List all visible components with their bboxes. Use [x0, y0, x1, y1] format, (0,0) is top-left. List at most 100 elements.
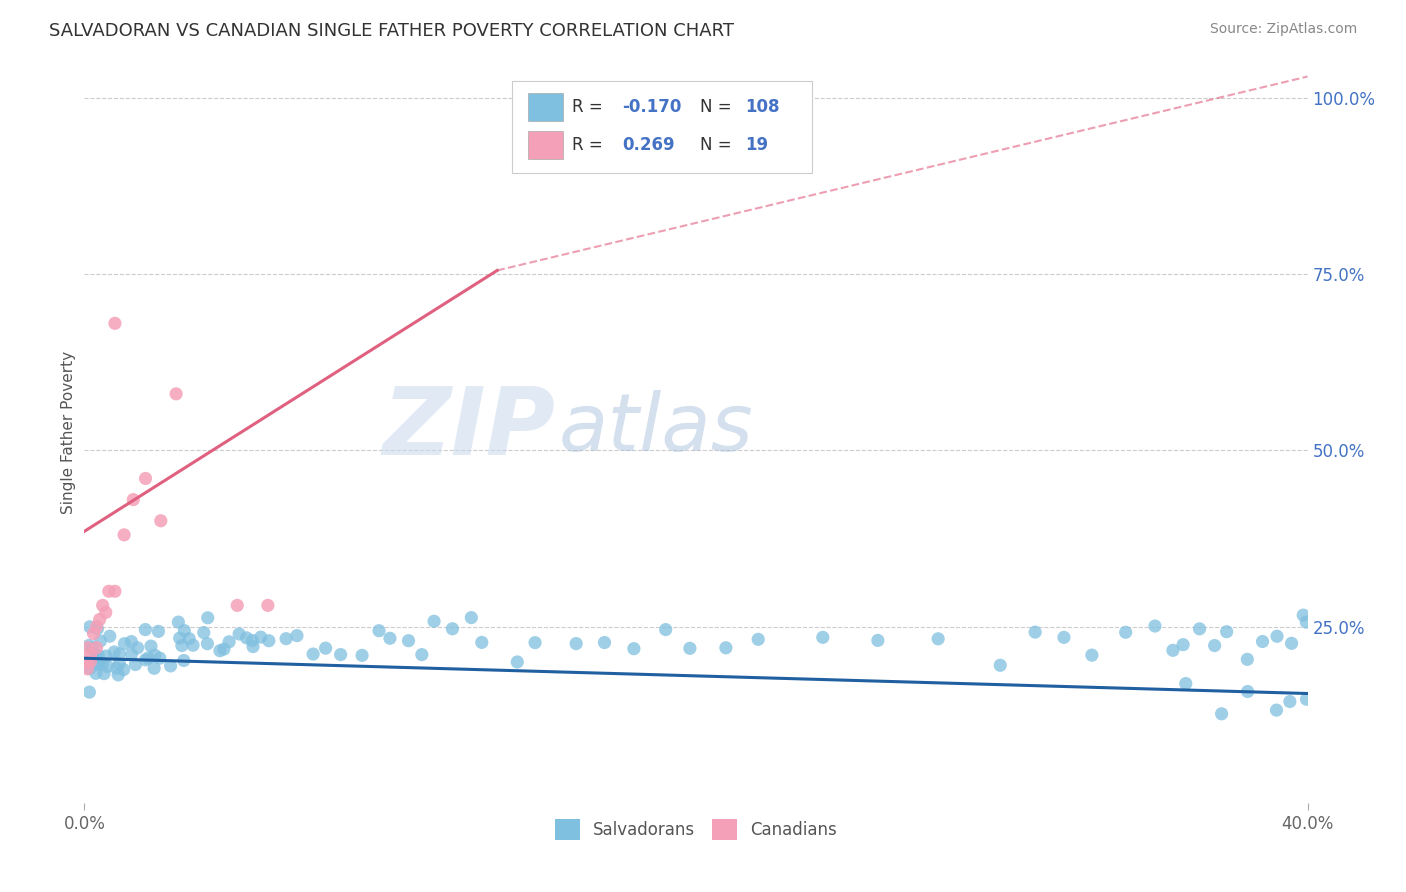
Point — [86, 640, 108, 655]
Point — [398, 633, 420, 648]
Point — [91, 657, 114, 671]
Point — [1236, 652, 1258, 666]
Point — [208, 643, 231, 657]
Point — [139, 639, 162, 653]
Point — [193, 625, 215, 640]
Point — [94, 648, 117, 663]
Point — [79, 620, 101, 634]
Point — [988, 658, 1011, 673]
Point — [1171, 638, 1194, 652]
Point — [654, 623, 676, 637]
Point — [87, 648, 110, 663]
Text: 108: 108 — [745, 98, 779, 116]
Point — [378, 632, 401, 646]
Point — [228, 627, 250, 641]
Point — [84, 648, 107, 662]
Point — [593, 635, 616, 649]
Point — [79, 648, 101, 662]
Point — [257, 633, 280, 648]
Point — [108, 657, 131, 671]
Point — [86, 619, 108, 633]
Point — [76, 640, 98, 655]
Point — [1251, 634, 1274, 648]
Point — [134, 623, 156, 637]
Point — [93, 666, 115, 681]
Point — [1053, 631, 1076, 645]
Point — [79, 685, 101, 699]
Point — [1292, 608, 1315, 623]
Point — [242, 640, 264, 654]
Point — [302, 647, 325, 661]
Point — [159, 659, 181, 673]
Point — [274, 632, 297, 646]
Point — [1281, 636, 1303, 650]
Point — [240, 633, 263, 648]
Point — [86, 622, 108, 636]
Text: Source: ZipAtlas.com: Source: ZipAtlas.com — [1209, 22, 1357, 37]
Point — [811, 631, 834, 645]
Point — [714, 640, 737, 655]
Point — [165, 387, 187, 401]
Point — [411, 648, 433, 662]
Text: R =: R = — [572, 136, 609, 153]
Point — [1265, 703, 1288, 717]
Point — [149, 651, 172, 665]
Point — [679, 641, 702, 656]
Point — [112, 663, 135, 677]
Point — [149, 514, 172, 528]
Point — [104, 584, 127, 599]
Point — [226, 599, 249, 613]
Point — [1161, 643, 1184, 657]
Point — [471, 635, 494, 649]
Point — [89, 612, 111, 626]
Point — [441, 622, 464, 636]
Point — [179, 632, 201, 646]
Point — [82, 640, 104, 655]
Point — [235, 631, 257, 645]
Point — [169, 631, 191, 645]
Point — [623, 641, 645, 656]
Point — [87, 657, 110, 672]
Point — [181, 638, 204, 652]
Point — [124, 657, 146, 672]
Point — [1174, 676, 1197, 690]
Point — [120, 648, 142, 662]
Point — [1204, 639, 1226, 653]
Point — [1295, 615, 1317, 629]
Point — [1278, 694, 1301, 708]
Point — [866, 633, 889, 648]
Point — [84, 652, 107, 666]
Point — [91, 599, 114, 613]
Point — [77, 639, 100, 653]
Point — [127, 640, 149, 655]
Text: R =: R = — [572, 98, 609, 116]
Point — [76, 655, 98, 669]
Point — [257, 599, 280, 613]
Point — [97, 659, 120, 673]
Point — [329, 648, 352, 662]
Point — [86, 656, 108, 670]
Text: ZIP: ZIP — [382, 383, 555, 475]
Point — [747, 632, 769, 647]
Point — [197, 637, 219, 651]
Point — [285, 629, 308, 643]
Point — [1081, 648, 1104, 662]
Point — [173, 624, 195, 638]
Point — [1215, 624, 1237, 639]
Legend: Salvadorans, Canadians: Salvadorans, Canadians — [548, 813, 844, 847]
Point — [122, 492, 145, 507]
Point — [112, 528, 135, 542]
Text: -0.170: -0.170 — [623, 98, 682, 116]
Point — [1211, 706, 1233, 721]
Point — [83, 626, 105, 640]
Point — [89, 634, 111, 648]
Point — [108, 647, 131, 661]
Point — [134, 653, 156, 667]
Point — [1115, 625, 1137, 640]
Point — [79, 655, 101, 669]
FancyBboxPatch shape — [513, 81, 813, 173]
Point — [105, 661, 128, 675]
Text: N =: N = — [700, 98, 737, 116]
Point — [103, 645, 125, 659]
Point — [1024, 625, 1046, 640]
